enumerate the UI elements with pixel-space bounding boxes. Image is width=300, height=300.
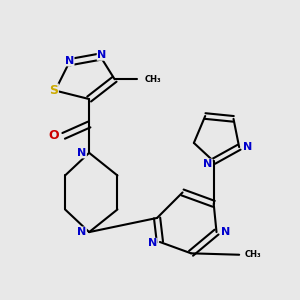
Text: N: N [148,238,157,248]
Text: N: N [243,142,253,152]
Text: N: N [77,148,86,158]
Text: CH₃: CH₃ [245,250,262,259]
Text: S: S [49,84,58,97]
Text: O: O [49,129,59,142]
Text: N: N [97,50,106,60]
Text: N: N [221,227,230,237]
Text: N: N [203,159,212,169]
Text: N: N [77,227,86,237]
Text: CH₃: CH₃ [144,75,161,84]
Text: N: N [65,56,74,66]
